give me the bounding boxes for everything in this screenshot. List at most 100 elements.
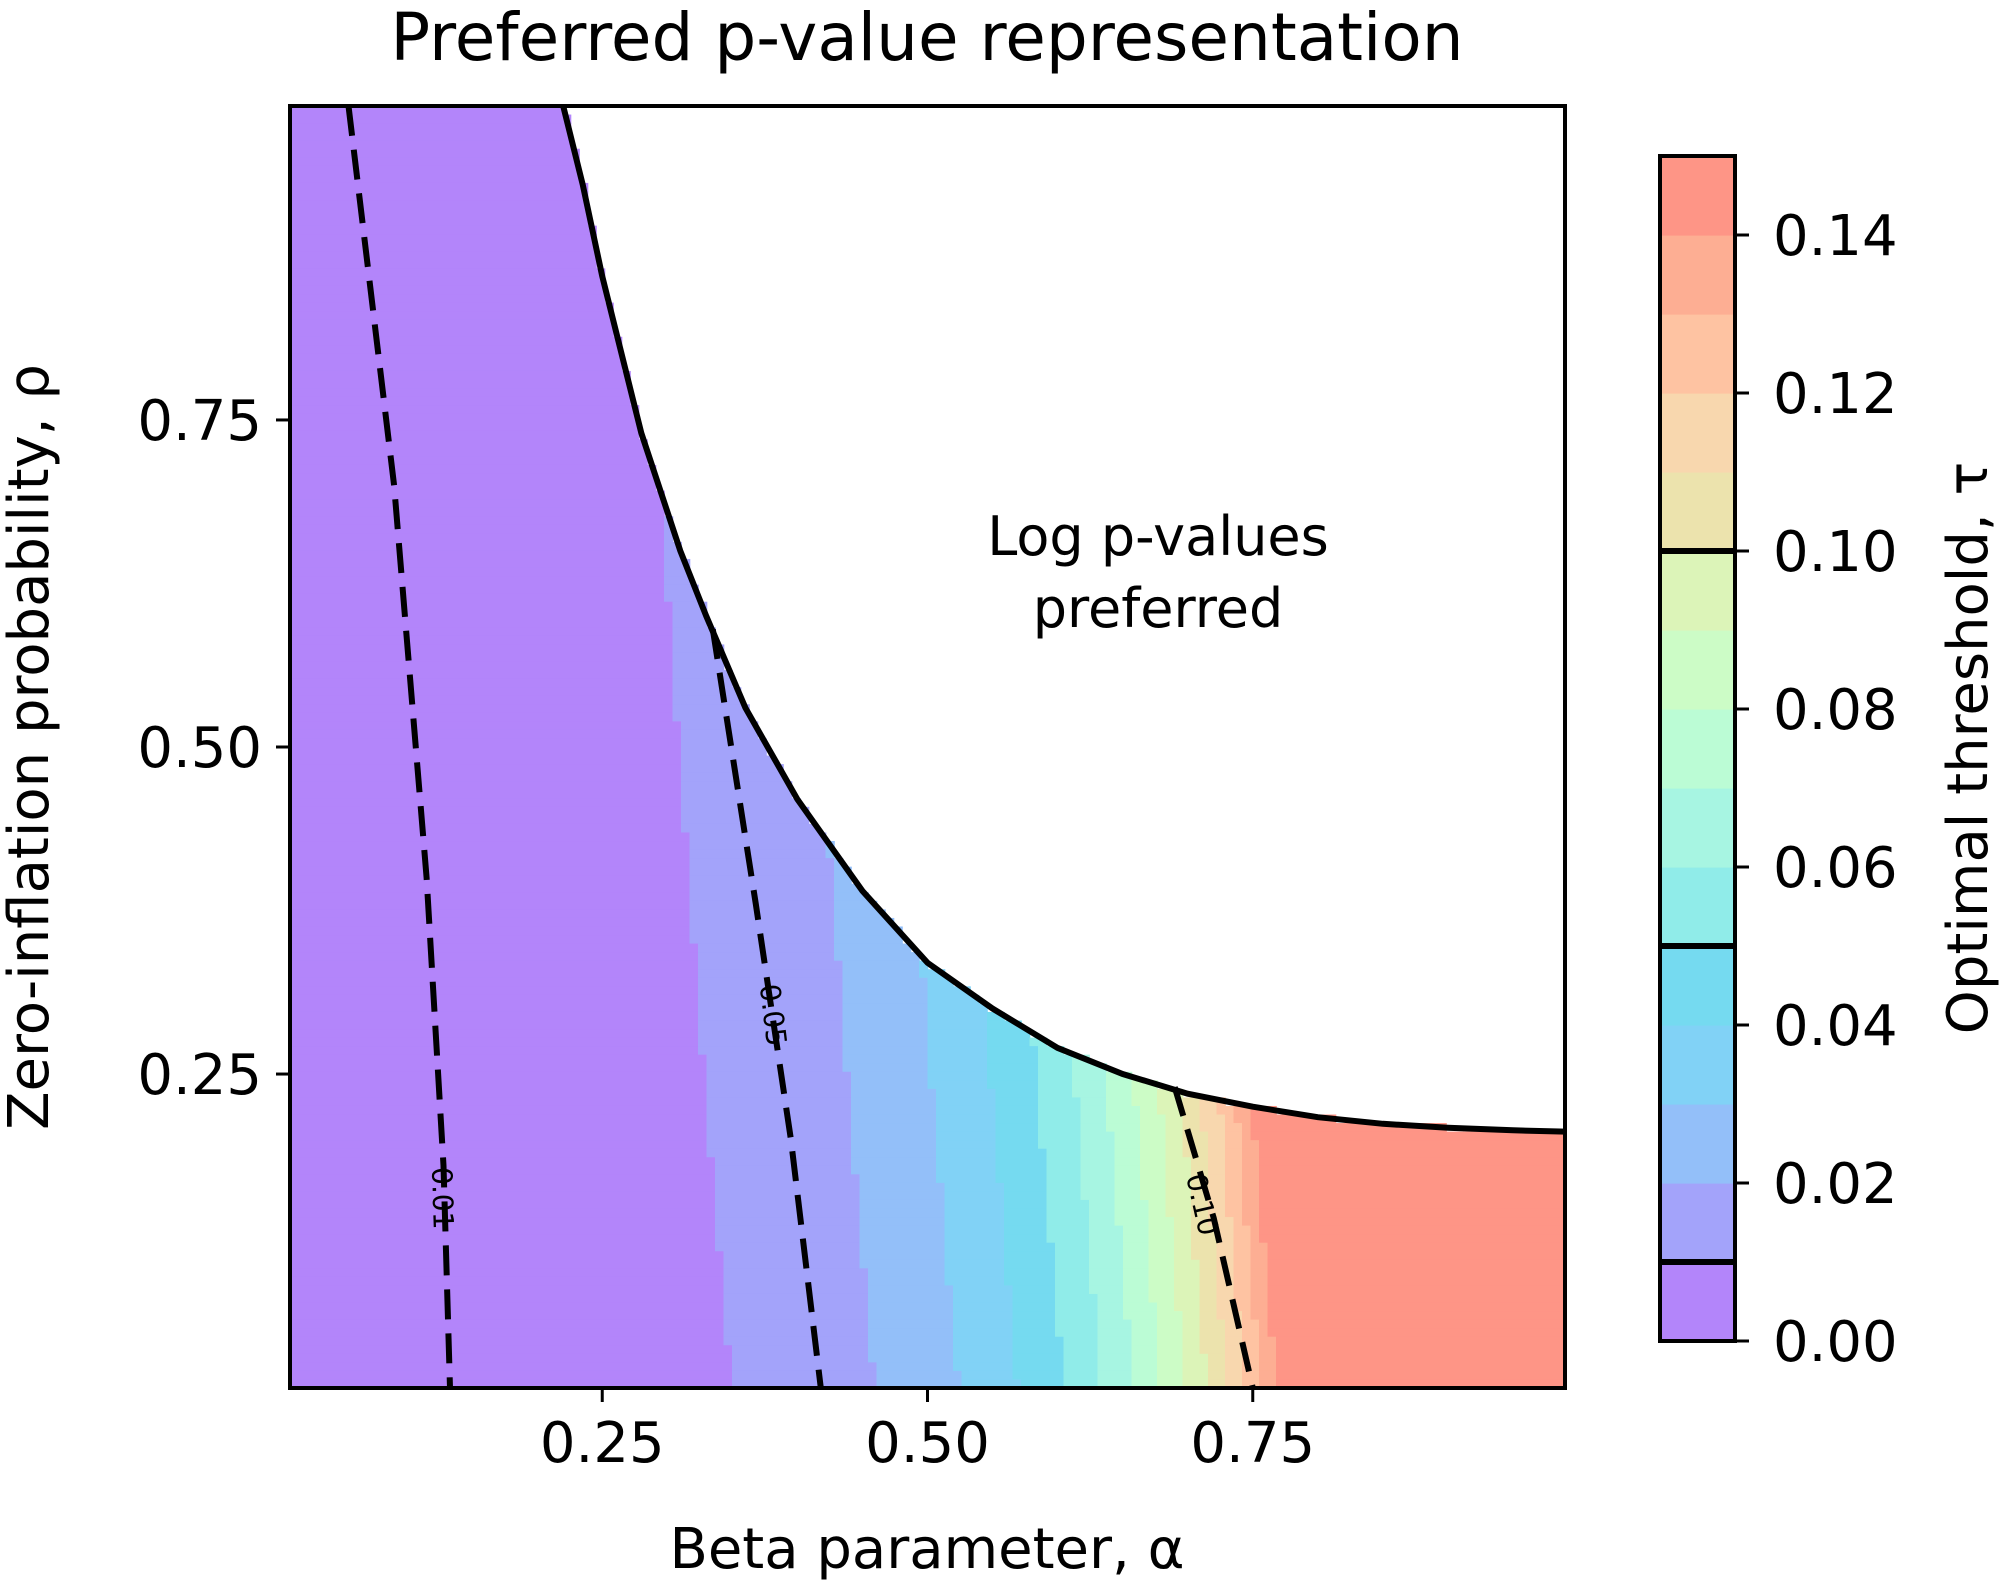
band-cell	[494, 670, 504, 680]
band-cell	[562, 550, 572, 560]
band-cell	[485, 1037, 495, 1047]
band-cell	[409, 268, 419, 278]
band-cell	[307, 644, 317, 654]
band-cell	[332, 362, 342, 372]
band-cell	[366, 507, 376, 518]
band-cell	[511, 1336, 521, 1347]
band-cell	[519, 909, 529, 919]
band-cell	[324, 1225, 334, 1235]
band-cell	[485, 977, 495, 988]
band-cell	[417, 550, 427, 560]
band-cell	[562, 473, 572, 483]
band-cell	[468, 601, 478, 612]
band-cell	[570, 405, 580, 415]
band-cell	[545, 909, 555, 919]
band-cell	[460, 131, 470, 141]
band-cell	[545, 610, 555, 620]
band-cell	[400, 1003, 410, 1013]
band-cell	[366, 533, 376, 543]
band-cell	[545, 584, 555, 594]
band-cell	[298, 1379, 308, 1388]
band-cell	[562, 1208, 572, 1218]
band-cell	[349, 1080, 359, 1090]
band-cell	[570, 242, 580, 253]
band-cell	[570, 276, 580, 287]
band-cell	[409, 456, 419, 466]
band-cell	[366, 798, 376, 808]
band-cell	[528, 994, 538, 1005]
band-cell	[545, 396, 555, 406]
band-cell	[460, 661, 470, 671]
band-cell	[451, 242, 461, 253]
band-cell	[528, 926, 538, 936]
band-cell	[434, 832, 444, 842]
band-cell	[375, 909, 385, 919]
band-cell	[562, 584, 572, 594]
band-cell	[434, 644, 444, 654]
band-cell	[349, 960, 359, 971]
band-cell	[460, 140, 470, 150]
band-cell	[528, 1311, 538, 1321]
band-cell	[451, 524, 461, 535]
band-cell	[468, 815, 478, 825]
band-cell	[307, 490, 317, 500]
band-cell	[562, 217, 572, 227]
band-cell	[341, 926, 351, 936]
band-cell	[502, 285, 512, 295]
band-cell	[468, 1208, 478, 1218]
band-cell	[485, 396, 495, 406]
band-cell	[307, 892, 317, 902]
band-cell	[298, 1114, 308, 1124]
band-cell	[468, 482, 478, 492]
band-cell	[341, 1088, 351, 1099]
band-cell	[426, 1182, 436, 1193]
band-cell	[545, 336, 555, 347]
band-cell	[451, 1199, 461, 1210]
band-cell	[434, 405, 444, 415]
band-cell	[315, 738, 325, 748]
band-cell	[341, 1234, 351, 1244]
band-cell	[451, 379, 461, 389]
band-cell	[298, 695, 308, 706]
band-cell	[315, 370, 325, 381]
band-cell	[366, 627, 376, 637]
band-cell	[375, 883, 385, 894]
band-cell	[426, 1011, 436, 1022]
band-cell	[341, 1131, 351, 1141]
band-cell	[528, 875, 538, 885]
band-cell	[494, 131, 504, 141]
band-cell	[511, 747, 521, 757]
band-cell	[315, 140, 325, 150]
band-cell	[443, 242, 453, 253]
band-cell	[485, 1293, 495, 1304]
band-cell	[400, 1217, 410, 1227]
band-cell	[443, 550, 453, 560]
band-cell	[451, 533, 461, 543]
band-cell	[383, 1199, 393, 1210]
band-cell	[375, 1071, 385, 1082]
band-cell	[485, 507, 495, 518]
band-cell	[341, 490, 351, 500]
band-cell	[298, 832, 308, 842]
band-cell	[477, 191, 487, 201]
band-cell	[332, 1311, 342, 1321]
band-cell	[324, 1131, 334, 1141]
band-cell	[332, 823, 342, 834]
band-cell	[341, 362, 351, 372]
band-cell	[324, 319, 334, 330]
band-cell	[366, 1037, 376, 1047]
band-cell	[349, 593, 359, 603]
band-cell	[545, 1191, 555, 1201]
band-cell	[358, 464, 368, 475]
band-cell	[545, 1140, 555, 1150]
band-cell	[375, 917, 385, 928]
band-cell	[290, 841, 300, 851]
band-cell	[536, 234, 546, 244]
band-cell	[443, 370, 453, 381]
band-cell	[400, 405, 410, 415]
band-cell	[536, 960, 546, 971]
band-cell	[375, 935, 385, 945]
band-cell	[477, 977, 487, 988]
band-cell	[434, 1157, 444, 1167]
band-cell	[545, 225, 555, 235]
